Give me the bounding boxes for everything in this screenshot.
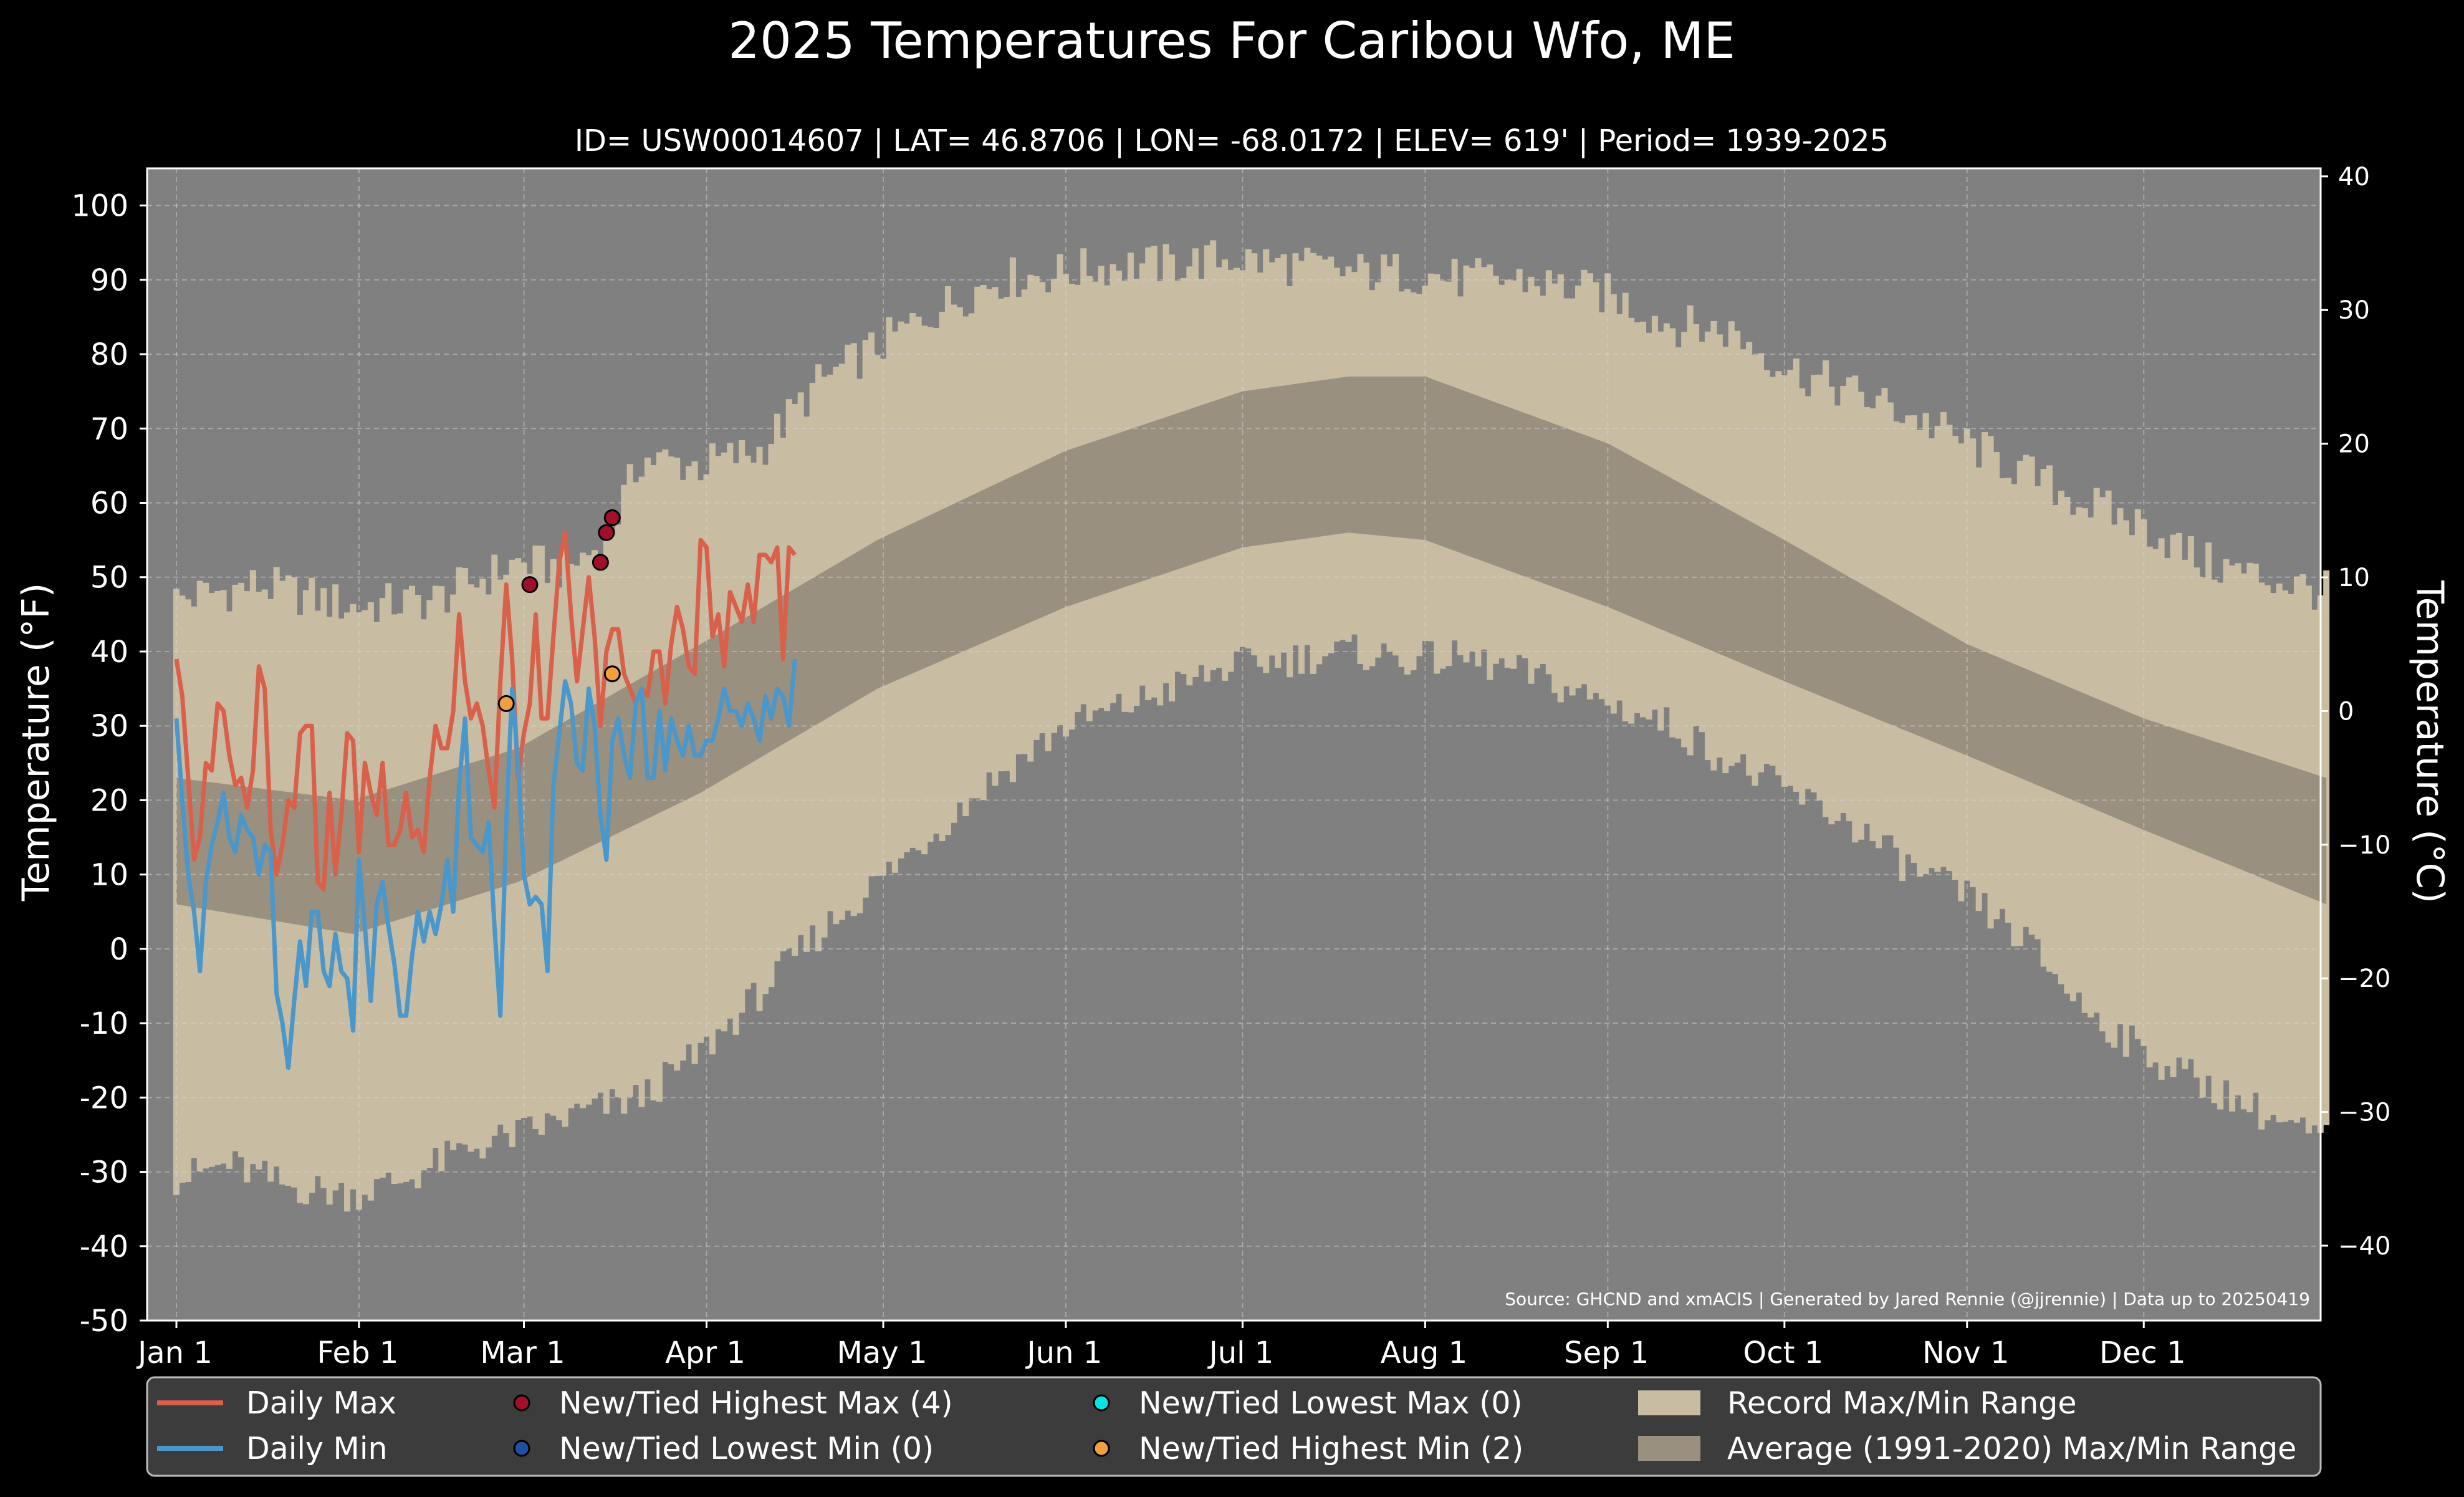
legend-swatch-dot	[513, 1394, 530, 1412]
y-axis-label-left: Temperature (°F)	[14, 583, 58, 902]
x-tick-label: Feb 1	[317, 1336, 399, 1370]
axes: -50-40-30-20-100102030405060708090100−40…	[71, 163, 2390, 1370]
y-tick-label-left: 60	[90, 486, 128, 521]
highest-max-marker	[598, 524, 615, 541]
y-tick-label-left: -30	[80, 1155, 128, 1190]
y-tick-label-right: 30	[2338, 296, 2370, 325]
x-tick-label: Jun 1	[1025, 1336, 1103, 1370]
legend-label: New/Tied Lowest Min (0)	[559, 1431, 934, 1466]
y-tick-label-left: 70	[90, 412, 128, 446]
chart-subtitle: ID= USW00014607 | LAT= 46.8706 | LON= -6…	[575, 123, 1889, 158]
plot-area	[147, 168, 2330, 1321]
y-tick-label-left: -20	[80, 1081, 128, 1115]
highest-max-marker	[603, 509, 621, 526]
legend-label: New/Tied Highest Max (4)	[559, 1385, 953, 1421]
y-tick-label-left: 50	[90, 561, 128, 595]
y-tick-label-right: 20	[2338, 430, 2370, 459]
y-tick-label-left: 20	[90, 783, 128, 818]
chart-title: 2025 Temperatures For Caribou Wfo, ME	[728, 12, 1735, 70]
y-tick-label-right: 0	[2338, 697, 2354, 726]
x-tick-label: Jul 1	[1207, 1336, 1274, 1370]
y-tick-label-left: 10	[90, 858, 128, 893]
y-tick-label-right: −40	[2338, 1232, 2390, 1261]
highest-min-marker	[497, 695, 515, 712]
legend-swatch-patch	[1638, 1390, 1700, 1415]
y-tick-label-right: −30	[2338, 1099, 2390, 1127]
legend-label: Daily Max	[246, 1385, 396, 1421]
y-tick-label-right: −20	[2338, 965, 2390, 993]
x-tick-label: Oct 1	[1743, 1336, 1823, 1370]
highest-max-marker	[592, 554, 609, 571]
daily-min-line	[174, 658, 797, 1071]
x-tick-label: Nov 1	[1922, 1336, 2009, 1370]
y-tick-label-left: -10	[80, 1006, 128, 1041]
y-tick-label-left: -40	[80, 1230, 128, 1264]
highest-max-marker	[521, 576, 539, 594]
legend-swatch-dot	[513, 1440, 530, 1457]
y-tick-label-left: 40	[90, 635, 128, 670]
x-tick-label: Aug 1	[1381, 1336, 1468, 1370]
y-tick-label-left: -50	[80, 1304, 128, 1339]
y-tick-label-right: −10	[2338, 831, 2390, 860]
legend-label: New/Tied Lowest Max (0)	[1139, 1385, 1523, 1421]
y-tick-label-left: 100	[71, 189, 128, 224]
legend: Daily Max New/Tied Highest Max (4) New/Tie…	[146, 1376, 2322, 1477]
highest-min-marker	[603, 665, 621, 683]
legend-swatch-dot	[1093, 1440, 1110, 1457]
x-tick-label: Dec 1	[2099, 1336, 2186, 1370]
y-tick-label-left: 80	[90, 337, 128, 372]
x-tick-label: Sep 1	[1564, 1336, 1649, 1370]
y-tick-label-right: 40	[2338, 163, 2370, 191]
legend-label: Average (1991-2020) Max/Min Range	[1727, 1431, 2296, 1466]
legend-swatch-dot	[1093, 1394, 1110, 1412]
x-tick-label: May 1	[837, 1336, 927, 1370]
source-note: Source: GHCND and xmACIS | Generated by …	[1505, 1289, 2310, 1309]
legend-label: New/Tied Highest Min (2)	[1139, 1431, 1523, 1466]
legend-box	[146, 1376, 2322, 1477]
plot-frame	[146, 167, 2322, 1322]
y-tick-label-right: 10	[2338, 564, 2370, 592]
y-tick-label-left: 30	[90, 709, 128, 744]
x-tick-label: Mar 1	[480, 1336, 565, 1370]
normal-range-band	[176, 376, 2327, 935]
y-tick-label-left: 0	[109, 932, 128, 967]
legend-label: Record Max/Min Range	[1727, 1385, 2077, 1421]
x-tick-label: Apr 1	[665, 1336, 745, 1370]
y-axis-label-right: Temperature (°C)	[2408, 580, 2452, 903]
legend-swatch-patch	[1638, 1436, 1700, 1461]
legend-label: Daily Min	[246, 1431, 388, 1466]
y-tick-label-left: 90	[90, 263, 128, 298]
daily-max-line	[174, 530, 797, 892]
x-tick-label: Jan 1	[136, 1336, 213, 1370]
